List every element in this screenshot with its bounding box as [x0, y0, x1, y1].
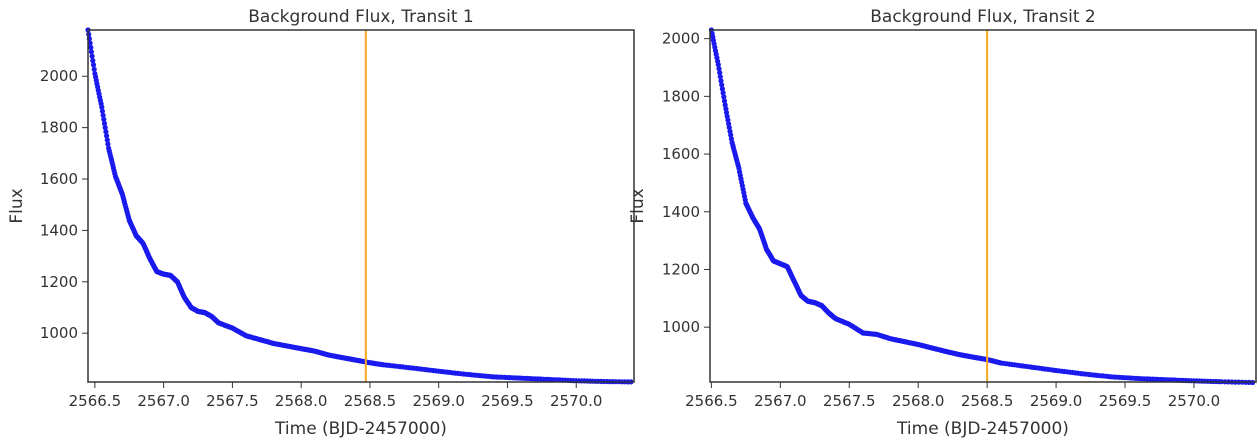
- data-point: [721, 98, 728, 104]
- x-tick-label: 2569.5: [1099, 392, 1152, 410]
- y-tick-label: 1600: [662, 145, 700, 163]
- x-tick-label: 2566.5: [685, 392, 738, 410]
- data-point: [719, 82, 725, 88]
- data-point: [104, 137, 110, 143]
- y-tick-label: 1000: [662, 318, 700, 336]
- data-point: [717, 74, 723, 80]
- x-ticks: 2566.5 2567.0 2567.5 2568.0 2568.5 2569.0 2569…: [685, 382, 1220, 410]
- y-tick-label: 1200: [40, 273, 78, 291]
- data-point: [720, 90, 726, 96]
- panel-transit-2: Background Flux, Transit 2 2566.5 2567.0 2…: [628, 7, 1257, 439]
- data-point: [88, 44, 94, 51]
- y-tick-label: 1800: [662, 87, 700, 105]
- y-tick-label: 1400: [662, 203, 700, 221]
- data-point: [104, 133, 110, 139]
- data-point: [718, 78, 724, 84]
- data-point: [721, 94, 727, 100]
- x-tick-label: 2570.0: [550, 392, 603, 410]
- data-point: [91, 66, 97, 72]
- x-axis-label: Time (BJD-2457000): [896, 419, 1069, 439]
- data-point: [99, 108, 105, 114]
- x-tick-label: 2569.5: [481, 392, 534, 410]
- plot-frame: [709, 29, 1257, 383]
- x-tick-label: 2568.0: [892, 392, 945, 410]
- x-tick-label: 2568.5: [344, 392, 397, 410]
- chart-title: Background Flux, Transit 2: [870, 7, 1096, 27]
- y-axis-label: Flux: [7, 188, 27, 223]
- y-tick-label: 2000: [40, 67, 78, 85]
- data-point: [87, 40, 93, 46]
- scatter-points: [708, 27, 1256, 386]
- data-point: [89, 53, 95, 59]
- x-tick-label: 2567.0: [137, 392, 190, 410]
- y-tick-label: 1200: [662, 260, 700, 278]
- x-ticks: 2566.5 2567.0 2567.5 2568.0 2568.5 2569.0 2569…: [69, 382, 603, 410]
- x-tick-label: 2570.0: [1168, 392, 1221, 410]
- data-point: [103, 129, 109, 135]
- chart-title: Background Flux, Transit 1: [248, 7, 474, 27]
- data-point: [105, 141, 111, 147]
- y-tick-label: 2000: [662, 30, 700, 48]
- y-ticks: 1000 1200 1400 1600 1800 2000: [662, 30, 710, 336]
- panel-transit-1: Background Flux, Transit 1 2566.5 2567.0 2…: [7, 7, 635, 439]
- data-point: [717, 70, 723, 76]
- x-tick-label: 2567.5: [823, 392, 876, 410]
- data-point: [716, 66, 722, 72]
- data-point: [99, 104, 105, 110]
- data-point: [90, 62, 97, 68]
- x-tick-label: 2568.5: [961, 392, 1014, 410]
- x-tick-label: 2567.0: [754, 392, 807, 410]
- y-axis-label: Flux: [628, 188, 648, 223]
- x-tick-label: 2568.0: [275, 392, 328, 410]
- y-tick-label: 1800: [40, 119, 78, 137]
- y-tick-label: 1600: [40, 170, 78, 188]
- data-point: [719, 86, 726, 92]
- scatter-points: [85, 27, 634, 385]
- x-axis-label: Time (BJD-2457000): [274, 419, 447, 439]
- y-tick-label: 1000: [40, 324, 78, 342]
- x-tick-label: 2569.0: [412, 392, 465, 410]
- data-point: [102, 125, 108, 131]
- data-point: [100, 112, 106, 118]
- x-tick-label: 2566.5: [69, 392, 122, 410]
- data-point: [715, 62, 721, 68]
- plot-frame: [87, 29, 635, 383]
- data-point: [101, 120, 108, 127]
- y-tick-label: 1400: [40, 221, 78, 239]
- data-point: [88, 49, 94, 55]
- x-tick-label: 2567.5: [206, 392, 259, 410]
- data-point: [101, 116, 107, 122]
- data-point: [90, 58, 96, 64]
- x-tick-label: 2569.0: [1030, 392, 1083, 410]
- y-ticks: 1000 1200 1400 1600 1800 2000: [40, 67, 88, 342]
